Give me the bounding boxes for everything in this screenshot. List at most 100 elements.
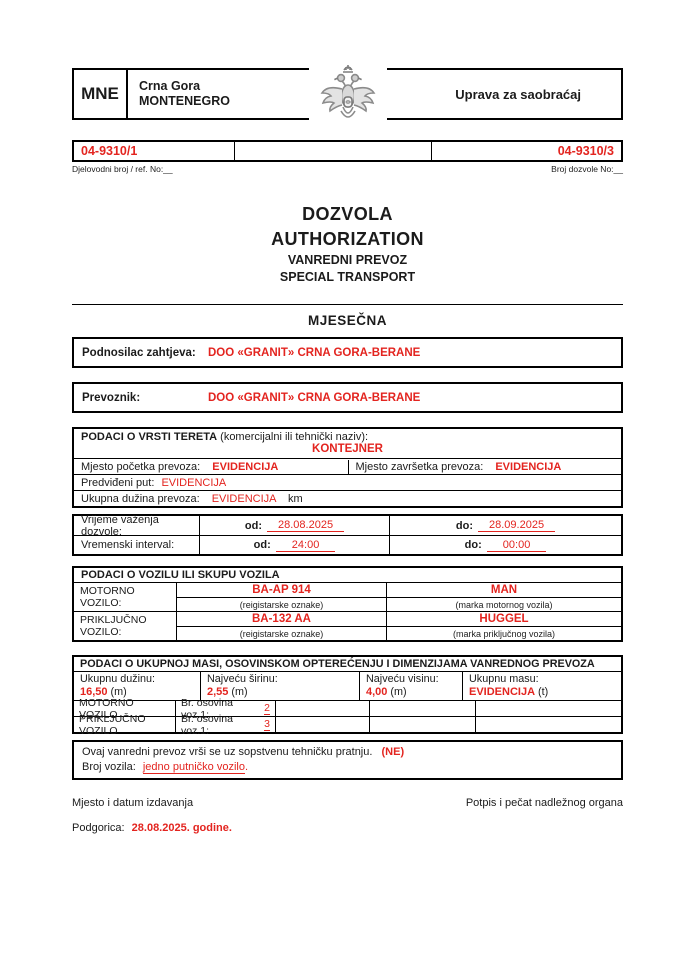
motor-axles-empty-1 bbox=[275, 701, 369, 716]
time-interval-row: Vremenski interval: od: 24:00 do: 00:00 bbox=[74, 535, 621, 554]
trailer-plate-value: BA-132 AA bbox=[177, 612, 386, 627]
trailer-plate-cell: BA-132 AA (reigistarske oznake) bbox=[177, 612, 387, 640]
time-from-cell: od: 24:00 bbox=[199, 536, 389, 554]
trailer-axles-empty-2 bbox=[369, 717, 475, 732]
motor-make-caption: (marka motornog vozila) bbox=[455, 599, 553, 610]
motor-vehicle-row: MOTORNO VOZILO: BA-AP 914 (reigistarske … bbox=[74, 583, 621, 611]
escort-count-period: . bbox=[244, 761, 249, 773]
max-height-cell: Najveću visinu: 4,00 (m) bbox=[359, 672, 462, 700]
motor-axles-cell: Br. osovina voz.1: 2 bbox=[175, 697, 275, 721]
motor-plate-cell: BA-AP 914 (reigistarske oznake) bbox=[177, 583, 387, 611]
issue-place: Podgorica: bbox=[72, 822, 125, 834]
cargo-section-header: PODACI O VRSTI TERETA (komercijalni ili … bbox=[74, 429, 621, 458]
distance-value: EVIDENCIJA bbox=[211, 492, 276, 505]
permit-period: MJESEČNA bbox=[307, 313, 387, 328]
escort-note-box: Ovaj vanredni prevoz vrši se uz sopstven… bbox=[72, 740, 623, 780]
trailer-axles-empty-3 bbox=[475, 717, 621, 732]
issue-place-label: Mjesto i datum izdavanja bbox=[72, 797, 194, 809]
trailer-make-caption: (marka priključnog vozila) bbox=[452, 628, 556, 639]
vehicle-section-title: PODACI O VOZILU ILI SKUPU VOZILA bbox=[74, 568, 621, 583]
total-mass-cell: Ukupnu masu: EVIDENCIJA (t) bbox=[462, 672, 621, 700]
motor-axles-empty-3 bbox=[475, 701, 621, 716]
max-height-label: Najveću visinu: bbox=[366, 673, 439, 685]
trailer-make-value: HUGGEL bbox=[387, 612, 621, 627]
trailer-axles-empty-1 bbox=[275, 717, 369, 732]
motor-axles-empty-2 bbox=[369, 701, 475, 716]
do-label-time: do: bbox=[464, 539, 482, 551]
time-from-value: 24:00 bbox=[275, 539, 336, 552]
reference-labels: Djelovodni broj / ref. No:__ Broj dozvol… bbox=[72, 164, 623, 174]
permit-number: 04-9310/3 bbox=[557, 144, 614, 158]
vehicle-section: PODACI O VOZILU ILI SKUPU VOZILA MOTORNO… bbox=[72, 566, 623, 642]
trailer-make-cell: HUGGEL (marka priključnog vozila) bbox=[387, 612, 621, 640]
validity-period-row: Vrijeme važenja dozvole: od: 28.08.2025 … bbox=[74, 514, 621, 538]
motor-axles-value: 2 bbox=[264, 701, 270, 715]
total-length-value: 16,50 bbox=[80, 686, 108, 698]
motor-plate-value: BA-AP 914 bbox=[177, 583, 386, 598]
time-to-value: 00:00 bbox=[486, 539, 547, 552]
total-mass-unit: (t) bbox=[538, 686, 549, 698]
permit-number-label: Broj dozvole No:__ bbox=[551, 164, 623, 174]
issue-place-date: Podgorica: 28.08.2025. godine. bbox=[72, 822, 623, 834]
od-label-time: od: bbox=[253, 539, 271, 551]
transport-start-label: Mjesto početka prevoza: bbox=[81, 460, 201, 473]
trailer-axles-label: Br. osovina voz.1: bbox=[181, 712, 233, 737]
applicant-label: Podnosilac zahtjeva: bbox=[82, 346, 196, 359]
valid-from-date: 28.08.2025 bbox=[267, 519, 345, 532]
country-name-local: Crna Gora bbox=[139, 79, 201, 93]
document-header: MNE Crna Gora MONTENEGRO Uprava za saobr… bbox=[72, 61, 623, 127]
validity-section: Vrijeme važenja dozvole: od: 28.08.2025 … bbox=[72, 514, 623, 556]
trailer-axles-row: PRIKLJUČNO VOZILO Br. osovina voz.1: 3 bbox=[74, 712, 621, 737]
motor-vehicle-label: MOTORNO VOZILO: bbox=[74, 583, 177, 611]
time-interval-label: Vremenski interval: bbox=[81, 539, 175, 551]
max-width-unit: (m) bbox=[231, 686, 248, 698]
trailer-vehicle-row: PRIKLJUČNO VOZILO: BA-132 AA (reigistars… bbox=[74, 611, 621, 640]
signature-label: Potpis i pečat nadležnog organa bbox=[465, 797, 623, 809]
escort-count-label: Broj vozila: bbox=[82, 761, 136, 773]
trailer-vehicle-label: PRIKLJUČNO VOZILO: bbox=[74, 612, 177, 640]
valid-from-cell: od: 28.08.2025 bbox=[199, 516, 389, 535]
max-width-label: Najveću širinu: bbox=[207, 673, 278, 685]
ref-empty-cell bbox=[235, 142, 432, 160]
document-title-block: DOZVOLA AUTHORIZATION VANREDNI PREVOZ SP… bbox=[72, 202, 623, 286]
country-name-en: MONTENEGRO bbox=[139, 94, 230, 108]
motor-make-cell: MAN (marka motornog vozila) bbox=[387, 583, 621, 611]
max-width-value: 2,55 bbox=[207, 686, 229, 698]
max-height-unit: (m) bbox=[390, 686, 407, 698]
trailer-axles-cell: Br. osovina voz.1: 3 bbox=[175, 713, 275, 737]
carrier-box: Prevoznik: DOO «GRANIT» CRNA GORA-BERANE bbox=[72, 382, 623, 413]
do-label: do: bbox=[455, 519, 474, 532]
total-mass-label: Ukupnu masu: bbox=[469, 673, 539, 685]
dimensions-section-title: PODACI O UKUPNOJ MASI, OSOVINSKOM OPTERE… bbox=[74, 657, 621, 672]
max-width-cell: Najveću širinu: 2,55 (m) bbox=[200, 672, 359, 700]
total-length-unit: (m) bbox=[110, 686, 127, 698]
max-height-value: 4,00 bbox=[366, 686, 388, 698]
transport-start-cell: Mjesto početka prevoza: EVIDENCIJA bbox=[74, 460, 348, 474]
trailer-plate-caption: (reigistarske oznake) bbox=[239, 628, 324, 639]
title-vanredni-prevoz: VANREDNI PREVOZ bbox=[287, 253, 408, 267]
ref-number-cell: 04-9310/1 bbox=[74, 142, 235, 160]
route-value: EVIDENCIJA bbox=[161, 476, 227, 489]
coat-of-arms-icon bbox=[308, 61, 387, 127]
transport-end-cell: Mjesto završetka prevoza: EVIDENCIJA bbox=[347, 459, 622, 474]
cargo-places-row: Mjesto početka prevoza: EVIDENCIJA Mjest… bbox=[74, 458, 621, 474]
transport-start-value: EVIDENCIJA bbox=[212, 460, 279, 473]
transport-end-label: Mjesto završetka prevoza: bbox=[355, 460, 484, 473]
permit-number-cell: 04-9310/3 bbox=[432, 142, 621, 160]
title-dozvola: DOZVOLA bbox=[302, 204, 393, 224]
applicant-box: Podnosilac zahtjeva: DOO «GRANIT» CRNA G… bbox=[72, 337, 623, 368]
authority-name: Uprava za saobraćaj bbox=[455, 86, 581, 102]
distance-row: Ukupna dužina prevoza: EVIDENCIJA km bbox=[74, 490, 621, 506]
cargo-name: KONTEJNER bbox=[312, 443, 383, 455]
country-name: Crna Gora MONTENEGRO bbox=[128, 70, 230, 118]
cargo-section-subtitle: (komercijalni ili tehnički naziv): bbox=[217, 431, 369, 443]
distance-unit: km bbox=[287, 492, 303, 505]
trailer-axles-vehicle-label: PRIKLJUČNO VOZILO bbox=[79, 712, 146, 737]
dimensions-values-row: Ukupnu dužinu: 16,50 (m) Najveću širinu:… bbox=[74, 672, 621, 700]
route-label: Predviđeni put: bbox=[81, 476, 155, 489]
transport-end-value: EVIDENCIJA bbox=[495, 460, 562, 473]
escort-count-value: jedno putničko vozilo bbox=[142, 761, 245, 774]
total-length-cell: Ukupnu dužinu: 16,50 (m) bbox=[74, 672, 200, 700]
country-code: MNE bbox=[74, 70, 128, 118]
